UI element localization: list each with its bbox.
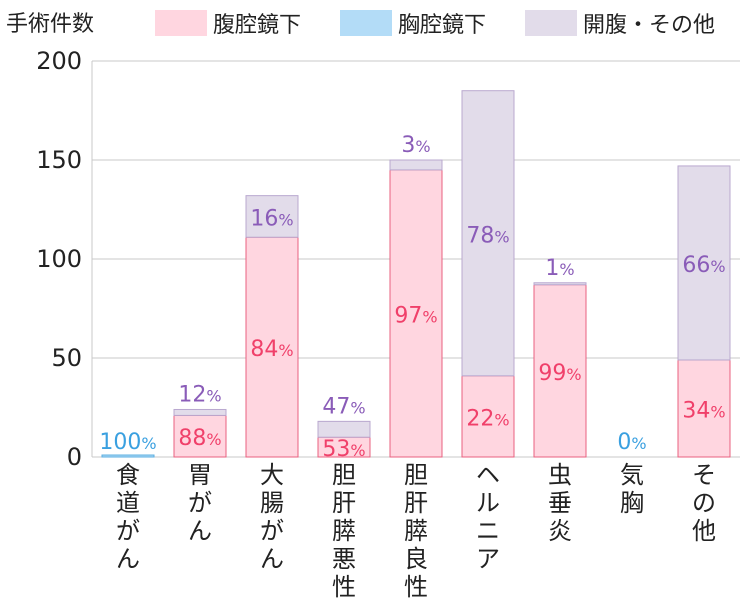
data-label: 78% [466, 223, 509, 248]
x-tick-label: 膵 [332, 517, 356, 545]
data-label: 16% [250, 206, 293, 231]
bar-segment [173, 408, 227, 416]
x-tick-label: ん [116, 545, 140, 573]
bar-segment [677, 165, 731, 361]
legend-label-laparoscopic: 腹腔鏡下 [213, 13, 302, 38]
bar-segment [389, 159, 443, 171]
x-tick-label: ニ [476, 517, 500, 545]
bar-segment [461, 90, 515, 377]
x-tick-label: ア [476, 545, 500, 573]
x-tick-label: ヘ [476, 461, 500, 489]
x-tick-label: が [188, 489, 212, 517]
legend-swatch-laparoscopic [155, 10, 207, 36]
bar-segment [317, 420, 371, 438]
x-tick-label: 虫 [548, 461, 572, 489]
x-tick-label: 道 [116, 489, 140, 517]
data-label: 99% [538, 361, 581, 386]
legend-item-thoracoscopic: 胸腔鏡下 [340, 8, 486, 38]
x-tick-label: 肝 [332, 489, 356, 517]
bar-segment [245, 195, 299, 238]
x-tick-label: 性 [332, 573, 356, 600]
x-tick-label: 大 [260, 461, 284, 489]
data-label: 12% [178, 382, 221, 407]
y-tick-label: 100 [36, 245, 82, 273]
data-label: 88% [178, 426, 221, 451]
bar-segment [245, 236, 299, 458]
x-tick-label: 胆 [404, 461, 428, 489]
x-tick-label: 腸 [260, 489, 284, 517]
bar-segment [173, 414, 227, 458]
x-tick-label: そ [692, 461, 716, 489]
x-tick-label: 膵 [404, 517, 428, 545]
x-tick-label: 性 [404, 573, 428, 600]
x-tick-label: 食 [116, 461, 140, 489]
y-tick-label: 150 [36, 146, 82, 174]
x-tick-label: 胃 [188, 461, 212, 489]
x-tick-label: 他 [692, 517, 716, 545]
y-tick-label: 50 [51, 344, 82, 372]
y-axis-title: 手術件数 [6, 12, 95, 37]
x-tick-label: の [692, 489, 716, 517]
bar-segment [533, 284, 587, 458]
data-label: 22% [466, 406, 509, 431]
legend-label-thoracoscopic: 胸腔鏡下 [398, 13, 487, 38]
legend-item-laparoscopic: 腹腔鏡下 [155, 8, 301, 38]
x-tick-label: ん [260, 545, 284, 573]
x-tick-label: 炎 [548, 517, 572, 545]
bar-segment [101, 454, 155, 458]
x-tick-label: 胆 [332, 461, 356, 489]
x-tick-label: 胸 [620, 489, 644, 517]
data-label: 1% [545, 256, 574, 281]
legend-label-open-other: 開腹・その他 [583, 13, 716, 38]
legend-item-open-other: 開腹・その他 [525, 8, 715, 38]
x-tick-label: が [260, 517, 284, 545]
x-tick-label: 肝 [404, 489, 428, 517]
x-tick-label: が [116, 517, 140, 545]
data-label: 34% [682, 398, 725, 423]
bar-segment [533, 282, 587, 286]
y-tick-label: 0 [67, 443, 82, 471]
data-label: 53% [322, 437, 365, 462]
data-label: 66% [682, 253, 725, 278]
bar-segment [461, 375, 515, 458]
legend-swatch-thoracoscopic [340, 10, 392, 36]
y-tick-label: 200 [36, 47, 82, 75]
data-label: 47% [322, 394, 365, 419]
x-tick-label: 気 [620, 461, 644, 489]
data-label: 84% [250, 337, 293, 362]
x-tick-label: 良 [404, 545, 428, 573]
data-label: 0% [617, 430, 646, 455]
data-label: 3% [401, 133, 430, 158]
x-tick-label: ル [476, 489, 500, 517]
data-label: 97% [394, 303, 437, 328]
legend-swatch-open-other [525, 10, 577, 36]
x-tick-label: 悪 [332, 545, 356, 573]
x-tick-label: ん [188, 517, 212, 545]
data-label: 100% [99, 430, 156, 455]
x-tick-label: 垂 [548, 489, 572, 517]
